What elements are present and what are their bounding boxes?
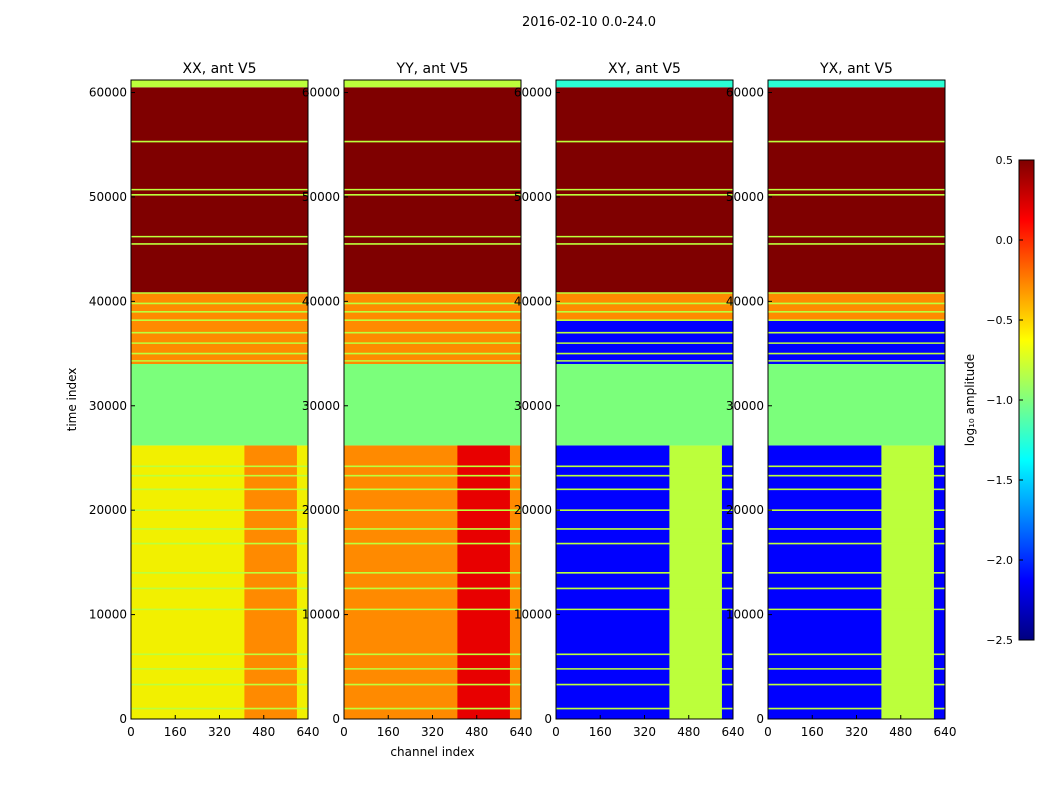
x-tick-label: 640 [510,725,533,739]
panel-title: YY, ant V5 [396,61,469,77]
x-tick-label: 640 [722,725,745,739]
y-tick-label: 40000 [726,294,764,308]
colorbar-tick-label: −1.5 [986,474,1013,487]
panel-title: YX, ant V5 [819,61,893,77]
x-tick-label: 320 [421,725,444,739]
heatmap-panels: XX, ant V5 0 160 320 480 640 0 10000 20000 30000 4… [65,61,956,759]
heatmap-region-4 [768,320,945,364]
y-tick-label: 10000 [514,608,552,622]
x-tick-label: 640 [934,725,957,739]
heatmap-region-2 [244,445,297,719]
y-tick-label: 30000 [726,399,764,413]
x-tick-label: 0 [127,725,135,739]
y-tick-label: 30000 [514,399,552,413]
x-tick-label: 320 [633,725,656,739]
colorbar: 0.5 0.0 −0.5 −1.0 −1.5 −2.0 −2.5 log₁₀ amplitud… [963,154,1035,647]
panel-title: XY, ant V5 [608,61,681,77]
y-tick-label: 10000 [726,608,764,622]
x-tick-label: 160 [801,725,824,739]
heatmap-region-5 [556,293,733,321]
y-axis-label: time index [65,368,79,432]
panel-title: XX, ant V5 [183,61,257,77]
figure-suptitle: 2016-02-10 0.0-24.0 [522,15,656,30]
y-tick-label: 20000 [89,503,127,517]
y-tick-label: 40000 [302,294,340,308]
y-tick-label: 10000 [302,608,340,622]
y-tick-label: 60000 [302,86,340,100]
x-tick-label: 160 [377,725,400,739]
x-tick-label: 320 [208,725,231,739]
y-tick-label: 60000 [89,86,127,100]
y-tick-label: 0 [544,712,552,726]
x-tick-label: 480 [889,725,912,739]
colorbar-tick-label: −1.0 [986,394,1013,407]
y-tick-label: 20000 [726,503,764,517]
x-tick-label: 480 [252,725,275,739]
colorbar-tick-label: −2.5 [986,634,1013,647]
heatmap-region-7 [768,80,945,88]
heatmap-region-5 [768,293,945,321]
y-tick-label: 0 [756,712,764,726]
heatmap-region-3 [131,364,308,446]
y-tick-label: 30000 [89,399,127,413]
heatmap-panel-1: XX, ant V5 0 160 320 480 640 0 10000 20000 30000 4… [65,61,319,739]
heatmap-region-3 [556,364,733,446]
heatmap-region-6 [131,80,308,88]
heatmap-region-4 [344,293,521,364]
y-tick-label: 60000 [514,86,552,100]
heatmap-panel-3: XY, ant V5 0 160 320 480 640 0 10000 20000 30000 4… [514,61,745,739]
y-tick-label: 50000 [302,190,340,204]
y-tick-label: 40000 [514,294,552,308]
heatmap-region-3 [344,364,521,446]
x-tick-label: 320 [845,725,868,739]
x-tick-label: 0 [764,725,772,739]
heatmap-panel-2: YY, ant V5 0 160 320 480 640 0 10000 20000 30000 4… [302,61,533,759]
y-tick-label: 50000 [89,190,127,204]
x-axis-label: channel index [390,745,474,759]
x-tick-label: 480 [465,725,488,739]
heatmap-panel-4: YX, ant V5 0 160 320 480 640 0 10000 20000 30000 4… [726,61,957,739]
y-tick-label: 40000 [89,294,127,308]
colorbar-tick-label: −0.5 [986,314,1013,327]
colorbar-tick-label: 0.0 [996,234,1014,247]
y-tick-label: 30000 [302,399,340,413]
y-tick-label: 50000 [726,190,764,204]
heatmap-region-4 [556,320,733,364]
heatmap-region-2 [669,445,722,719]
heatmap-region-7 [556,80,733,88]
heatmap-region-2 [457,445,510,719]
y-tick-label: 50000 [514,190,552,204]
heatmap-region-3 [768,364,945,446]
y-tick-label: 20000 [514,503,552,517]
heatmap-region-6 [344,80,521,88]
x-tick-label: 0 [340,725,348,739]
y-tick-label: 20000 [302,503,340,517]
y-tick-label: 60000 [726,86,764,100]
colorbar-tick-label: −2.0 [986,554,1013,567]
colorbar-label: log₁₀ amplitude [963,354,977,446]
heatmap-region-2 [881,445,934,719]
x-tick-label: 480 [677,725,700,739]
x-tick-label: 640 [297,725,320,739]
y-tick-label: 0 [119,712,127,726]
y-tick-label: 10000 [89,608,127,622]
x-tick-label: 160 [589,725,612,739]
x-tick-label: 0 [552,725,560,739]
colorbar-tick-label: 0.5 [996,154,1014,167]
heatmap-region-4 [131,293,308,364]
x-tick-label: 160 [164,725,187,739]
y-tick-label: 0 [332,712,340,726]
